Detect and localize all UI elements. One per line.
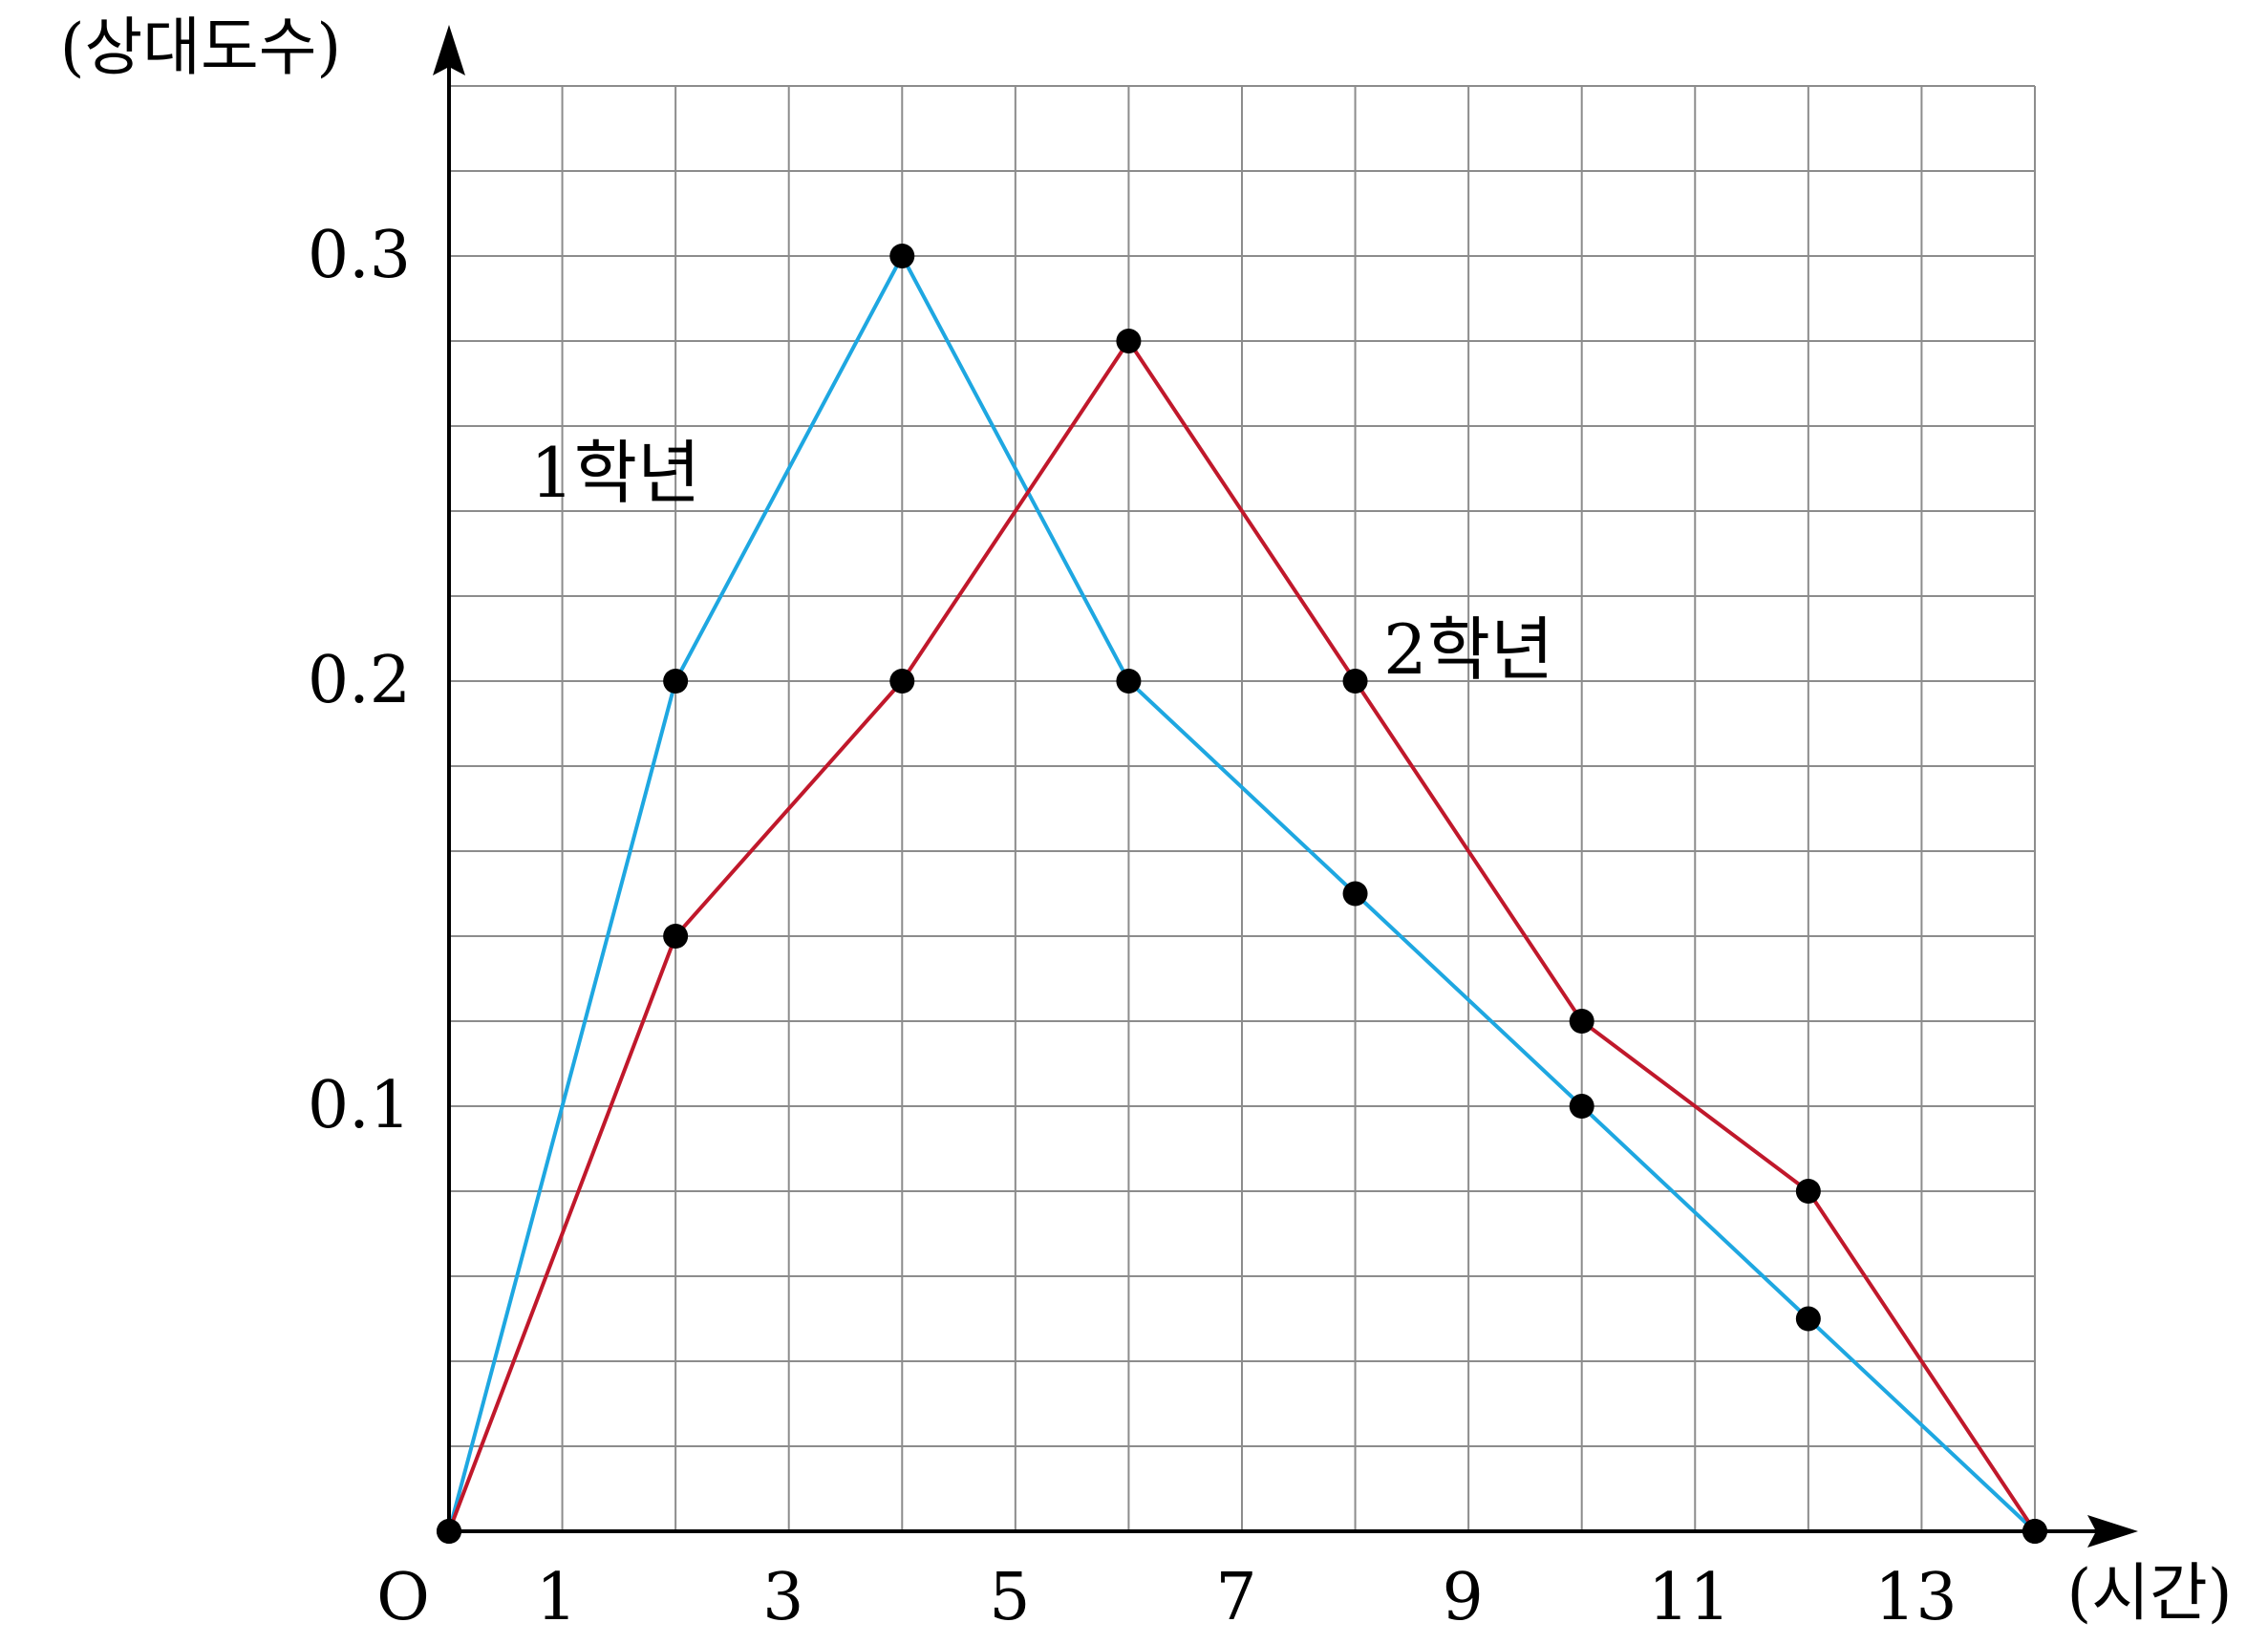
data-point-series-1 bbox=[663, 669, 689, 694]
series-label-1: 1학년 bbox=[530, 433, 700, 513]
x-tick-label: 3 bbox=[762, 1560, 803, 1635]
data-point-series-1 bbox=[1569, 1094, 1594, 1119]
y-tick-label: 0.2 bbox=[308, 643, 411, 718]
data-point-series-2 bbox=[1116, 329, 1142, 353]
axes bbox=[433, 25, 2138, 1548]
data-point-series-2 bbox=[1795, 1179, 1821, 1204]
y-axis-arrow-icon bbox=[433, 25, 465, 75]
x-tick-label: 11 bbox=[1648, 1560, 1731, 1635]
data-point-series-2 bbox=[663, 924, 689, 949]
y-tick-label: 0.1 bbox=[308, 1068, 411, 1143]
x-tick-label: 13 bbox=[1874, 1560, 1958, 1635]
data-point-series-1 bbox=[1116, 669, 1142, 694]
x-tick-label: 5 bbox=[989, 1560, 1030, 1635]
data-point-series-1 bbox=[1342, 881, 1368, 907]
data-point-series-2 bbox=[2022, 1519, 2047, 1544]
data-point-series-2 bbox=[1569, 1009, 1594, 1034]
x-tick-label: 7 bbox=[1215, 1560, 1256, 1635]
data-point-series-2 bbox=[1342, 669, 1368, 694]
origin-label: O bbox=[376, 1560, 430, 1635]
data-points bbox=[437, 244, 2047, 1544]
series-line-1 bbox=[447, 251, 2037, 1533]
x-axis-arrow-icon bbox=[2087, 1515, 2138, 1548]
x-tick-label: 1 bbox=[536, 1560, 577, 1635]
x-axis-title: (시간) bbox=[2067, 1556, 2233, 1630]
y-tick-label: 0.3 bbox=[308, 218, 411, 293]
x-tick-label: 9 bbox=[1442, 1560, 1483, 1635]
series-line-2 bbox=[447, 337, 2037, 1533]
data-point-series-1 bbox=[889, 244, 915, 268]
series-label-2: 2학년 bbox=[1383, 609, 1553, 690]
grid bbox=[448, 85, 2036, 1532]
y-axis-title: (상대도수) bbox=[60, 11, 341, 84]
data-point-series-2 bbox=[889, 669, 915, 694]
data-point-series-1 bbox=[1795, 1306, 1821, 1332]
series-lines bbox=[447, 251, 2037, 1533]
data-point-series-2 bbox=[437, 1519, 461, 1544]
